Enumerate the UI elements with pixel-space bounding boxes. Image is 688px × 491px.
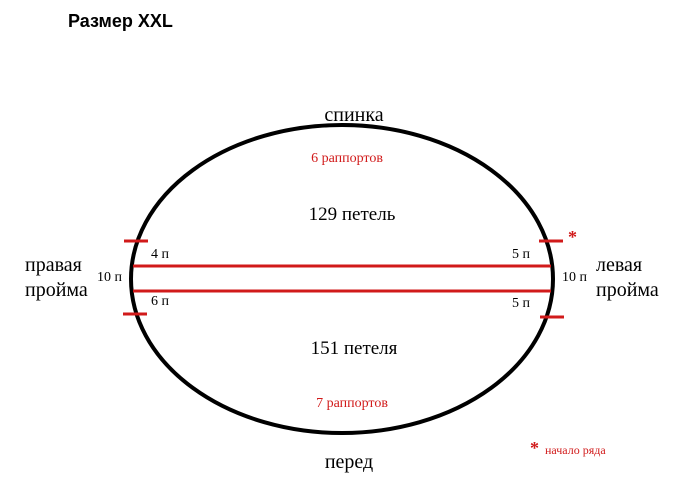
label-back: спинка [324,104,384,126]
label-right-armhole-count: 10 п [97,270,122,285]
label-bottom-right-count: 5 п [512,296,530,311]
ellipse-outline [129,123,555,435]
start-marker-star: * [568,227,577,247]
label-right-armhole-line2: пройма [25,279,88,301]
legend-text: начало ряда [545,443,606,457]
label-bottom-left-count: 6 п [151,294,169,309]
legend-star: * [530,438,539,458]
label-front-stitches: 151 петеля [310,338,398,359]
label-back-repeats: 6 раппортов [311,151,383,166]
label-front: перед [324,451,374,473]
label-right-armhole-line1: правая [25,254,82,276]
page-title: Размер XXL [68,11,173,31]
label-front-repeats: 7 раппортов [316,396,388,411]
label-top-left-count: 4 п [151,247,169,262]
label-left-armhole-line1: левая [596,254,643,276]
label-left-armhole-count: 10 п [562,270,587,285]
label-left-armhole-line2: пройма [596,279,659,301]
label-back-stitches: 129 петель [308,204,396,225]
label-top-right-count: 5 п [512,247,530,262]
